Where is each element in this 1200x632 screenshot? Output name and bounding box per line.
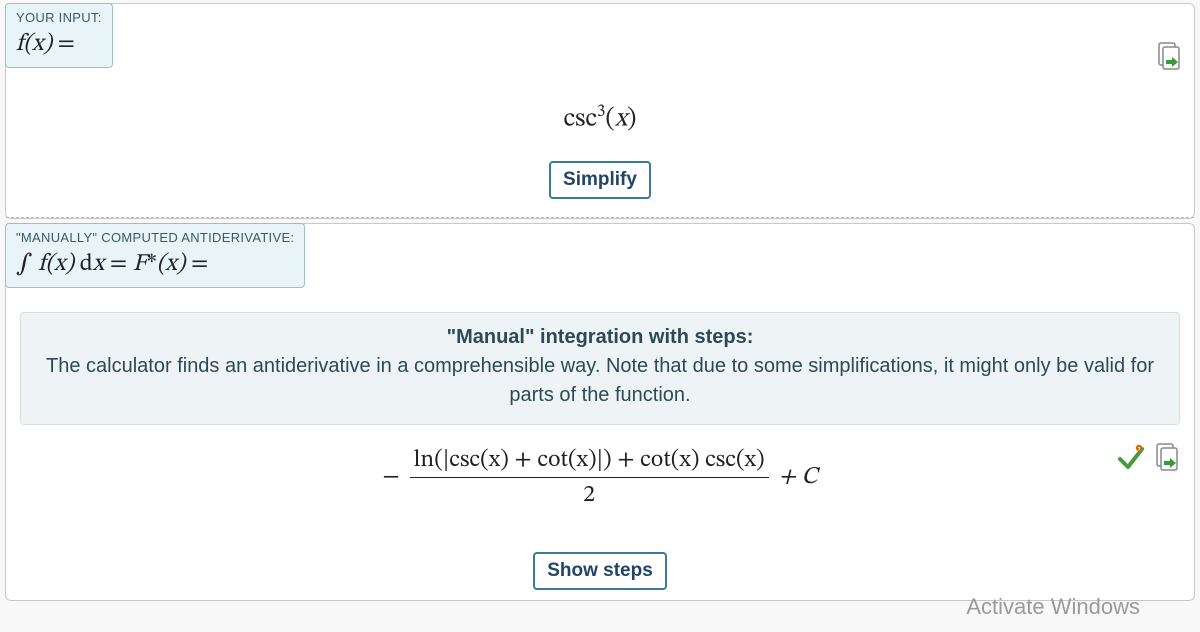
note-body: The calculator finds an antiderivative i…	[46, 355, 1154, 406]
antiderivative-tab-expression: ∫ f(x) dx = F*(x) =	[16, 249, 294, 279]
input-tab: YOUR INPUT: f(x) =	[6, 4, 1194, 68]
leading-minus: −	[382, 462, 399, 492]
input-tab-box: YOUR INPUT: f(x) =	[5, 3, 113, 68]
input-formula: csc3(x)	[6, 102, 1194, 137]
copy-icon[interactable]	[1156, 42, 1182, 77]
fraction: ln(|csc(x) + cot(x)|) + cot(x) csc(x) 2	[410, 445, 769, 510]
simplify-button[interactable]: Simplify	[549, 161, 651, 199]
result-row: ? − ln(|csc(x) + cot(x)|) + cot(x) csc(x…	[6, 437, 1194, 590]
note-title: "Manual" integration with steps:	[447, 326, 754, 348]
check-icon[interactable]: ?	[1116, 443, 1146, 478]
antiderivative-card: "MANUALLY" COMPUTED ANTIDERIVATIVE: ∫ f(…	[5, 223, 1195, 601]
divider	[6, 217, 1194, 218]
copy-icon[interactable]	[1154, 443, 1180, 478]
input-tab-expression: f(x) =	[16, 29, 102, 59]
show-steps-button[interactable]: Show steps	[533, 552, 667, 590]
result-actions: ?	[1116, 443, 1180, 478]
antiderivative-tab: "MANUALLY" COMPUTED ANTIDERIVATIVE: ∫ f(…	[6, 224, 1194, 288]
result-formula: − ln(|csc(x) + cot(x)|) + cot(x) csc(x) …	[382, 445, 817, 510]
note-box: "Manual" integration with steps: The cal…	[20, 312, 1180, 425]
input-body: csc3(x) Simplify	[6, 68, 1194, 217]
denominator: 2	[410, 477, 769, 510]
numerator: ln(|csc(x) + cot(x)|) + cot(x) csc(x)	[410, 445, 769, 477]
antiderivative-tab-box: "MANUALLY" COMPUTED ANTIDERIVATIVE: ∫ f(…	[5, 223, 305, 288]
input-card: YOUR INPUT: f(x) = csc3(x) Simplify	[5, 3, 1195, 219]
antiderivative-tab-label: "MANUALLY" COMPUTED ANTIDERIVATIVE:	[16, 230, 294, 245]
plus-c: + C	[779, 462, 818, 492]
input-tab-label: YOUR INPUT:	[16, 10, 102, 25]
svg-text:?: ?	[1137, 447, 1140, 453]
